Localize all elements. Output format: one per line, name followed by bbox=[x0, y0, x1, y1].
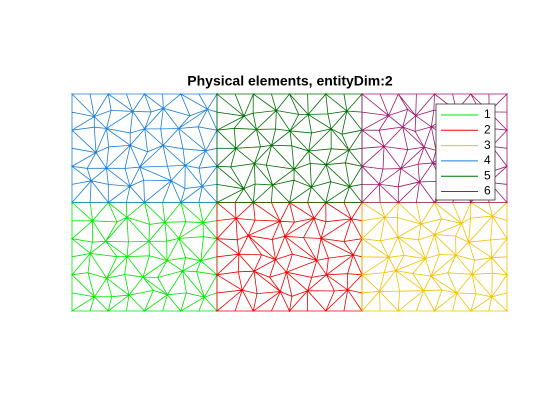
legend-label: 1 bbox=[484, 107, 491, 121]
legend: 12 345 6 bbox=[435, 103, 496, 201]
legend-label: 4 bbox=[484, 153, 491, 167]
mesh-region bbox=[70, 201, 219, 313]
legend-label: 2 bbox=[484, 122, 491, 136]
mesh-region bbox=[215, 92, 364, 204]
legend-label: 5 bbox=[484, 168, 491, 182]
legend-box bbox=[435, 103, 496, 201]
mesh-region bbox=[215, 201, 363, 313]
mesh-region bbox=[360, 201, 509, 313]
mesh-region bbox=[70, 92, 218, 204]
chart-title: Physical elements, entityDim:2 bbox=[187, 73, 393, 89]
legend-label: 3 bbox=[484, 138, 491, 152]
legend-label: 6 bbox=[484, 184, 491, 198]
